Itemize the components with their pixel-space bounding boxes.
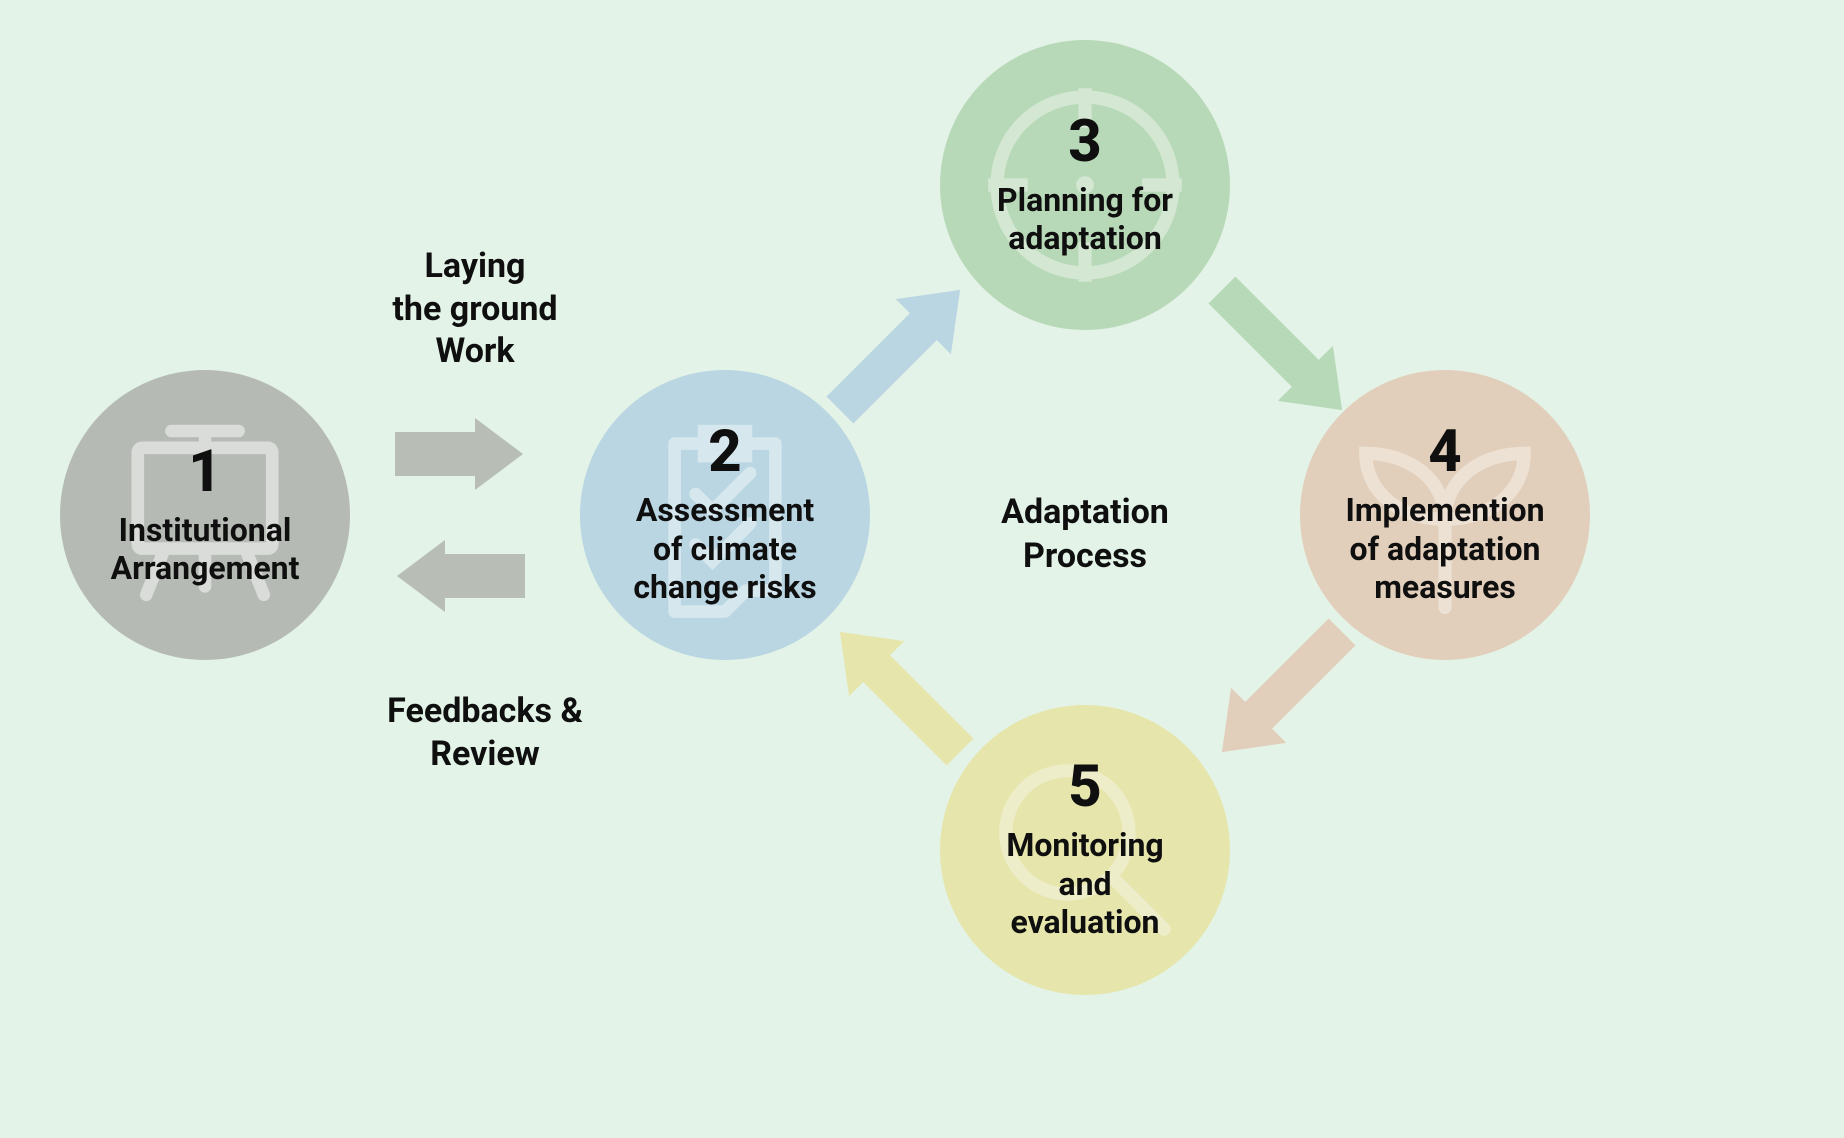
arrow-2-to-3 (812, 262, 987, 437)
annotation-feedback: Feedbacks & Review (375, 690, 595, 775)
arrow-groundwork-right (395, 418, 525, 490)
node-label: Planning for adaptation (997, 181, 1173, 258)
node-number: 5 (1068, 758, 1101, 816)
node-assessment-risks: 2 Assessment of climate change risks (580, 370, 870, 660)
node-institutional-arrangement: 1 Institutional Arrangement (60, 370, 350, 660)
node-label: Implemention of adaptation measures (1345, 491, 1544, 606)
node-number: 2 (708, 423, 741, 481)
node-implementation-measures: 4 Implemention of adaptation measures (1300, 370, 1590, 660)
node-label: Assessment of climate change risks (633, 491, 816, 606)
node-label: Monitoring and evaluation (1006, 826, 1163, 941)
node-monitoring-evaluation: 5 Monitoring and evaluation (940, 705, 1230, 995)
arrow-feedback-left (395, 540, 525, 612)
arrow-4-to-5 (1194, 604, 1369, 779)
node-number: 4 (1428, 423, 1461, 481)
annotation-groundwork: Laying the ground Work (375, 245, 575, 373)
node-planning-adaptation: 3 Planning for adaptation (940, 40, 1230, 330)
node-label: Institutional Arrangement (111, 511, 300, 588)
node-number: 1 (188, 443, 221, 501)
node-number: 3 (1068, 113, 1101, 171)
arrow-5-to-2 (812, 604, 987, 779)
annotation-adaptation-process: Adaptation Process (970, 490, 1200, 578)
